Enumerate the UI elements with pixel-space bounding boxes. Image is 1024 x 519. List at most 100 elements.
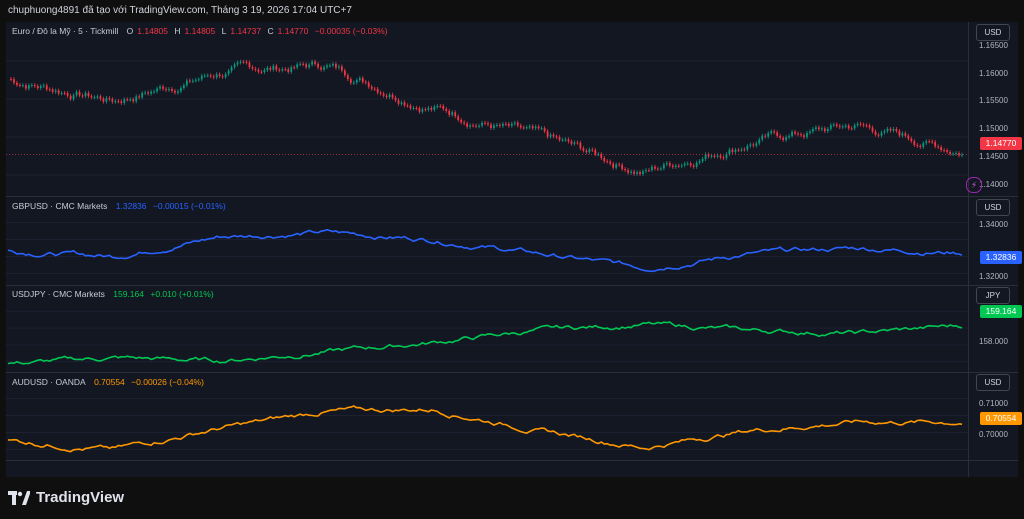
eurusd-candle	[504, 123, 507, 125]
time-axis-divider	[6, 460, 1018, 461]
audusd-tick: 0.70000	[979, 430, 1008, 439]
tradingview-logo[interactable]: TradingView	[8, 489, 124, 506]
eurusd-candle	[221, 76, 224, 78]
eurusd-candle	[826, 128, 829, 132]
eurusd-candle	[665, 163, 668, 165]
eurusd-candle	[922, 143, 925, 147]
eurusd-candle	[728, 149, 731, 155]
eurusd-candle	[394, 97, 397, 101]
eurusd-candle	[579, 142, 582, 149]
eurusd-candle	[212, 76, 215, 78]
eurusd-candle	[779, 135, 782, 138]
eurusd-candle	[525, 127, 528, 129]
attribution-bar: chuphuong4891 đã tạo với TradingView.com…	[0, 0, 1024, 22]
eurusd-candle	[460, 119, 463, 123]
eurusd-candle	[639, 172, 641, 175]
audusd-unit-button[interactable]: USD	[976, 374, 1010, 391]
eurusd-candle	[501, 123, 504, 126]
eurusd-candle	[308, 64, 311, 68]
eurusd-candle	[955, 153, 957, 155]
eurusd-candle	[800, 134, 802, 136]
eurusd-candle	[949, 151, 951, 154]
eurusd-candle	[794, 131, 796, 134]
tradingview-wordmark: TradingView	[36, 489, 125, 506]
eurusd-candle	[823, 128, 826, 132]
eurusd-unit-button[interactable]: USD	[976, 24, 1010, 41]
price-plot[interactable]	[6, 22, 968, 477]
gbpusd-tick: 1.34000	[979, 220, 1008, 229]
eurusd-candle	[627, 170, 629, 173]
eurusd-candle	[856, 123, 859, 126]
eurusd-candle	[135, 96, 138, 102]
eurusd-candle	[677, 165, 680, 167]
eurusd-candle	[317, 63, 319, 68]
eurusd-symbol: Euro / Đô la Mỹ · 5 · Tickmill	[12, 26, 119, 36]
eurusd-candle	[555, 136, 558, 138]
pane-divider[interactable]	[6, 285, 1018, 286]
eurusd-candle	[549, 134, 552, 137]
eurusd-candle	[725, 154, 728, 159]
eurusd-candle	[609, 161, 612, 164]
eurusd-candle	[612, 163, 615, 168]
eurusd-candle	[493, 125, 495, 129]
eurusd-candle	[421, 109, 424, 112]
eurusd-candle	[931, 141, 934, 143]
eurusd-candle	[543, 128, 546, 132]
eurusd-candle	[818, 127, 820, 130]
eurusd-candle	[16, 82, 18, 85]
eurusd-candle	[361, 78, 364, 82]
eurusd-candle	[597, 154, 600, 156]
eurusd-tick: 1.14500	[979, 152, 1008, 161]
eurusd-candle	[558, 137, 561, 140]
eurusd-legend[interactable]: Euro / Đô la Mỹ · 5 · Tickmill O 1.14805 …	[12, 26, 388, 36]
eurusd-candle	[329, 65, 331, 67]
eurusd-candle	[144, 92, 147, 94]
gbpusd-unit-button[interactable]: USD	[976, 199, 1010, 216]
eurusd-candle	[293, 67, 296, 69]
eurusd-candle	[907, 135, 910, 139]
eurusd-candle	[427, 107, 430, 110]
eurusd-candle	[490, 124, 492, 129]
eurusd-candle	[812, 128, 814, 132]
eurusd-candle	[272, 65, 275, 70]
eurusd-candle	[499, 124, 501, 126]
eurusd-candle	[880, 132, 883, 136]
eurusd-candle	[925, 141, 928, 144]
eurusd-candle	[382, 93, 385, 96]
eurusd-candle	[594, 149, 597, 155]
eurusd-candle	[481, 122, 483, 126]
pane-divider[interactable]	[6, 372, 1018, 373]
gbpusd-change: −0.00015 (−0.01%)	[152, 201, 226, 211]
lightning-icon[interactable]: ⚡	[966, 177, 982, 193]
eurusd-candle	[209, 75, 212, 77]
chart-area[interactable]: Euro / Đô la Mỹ · 5 · Tickmill O 1.14805 …	[6, 22, 1022, 494]
eurusd-candle	[239, 61, 242, 63]
eurusd-candle	[174, 90, 176, 93]
eurusd-candle	[81, 95, 84, 97]
eurusd-candle	[197, 79, 200, 81]
audusd-legend[interactable]: AUDUSD · OANDA 0.70554 −0.00026 (−0.04%)	[12, 377, 208, 387]
eurusd-candle	[448, 110, 451, 115]
eurusd-candle	[791, 131, 793, 136]
eurusd-candle	[314, 61, 316, 64]
eurusd-candle	[120, 101, 123, 103]
eurusd-candle	[84, 92, 87, 97]
eurusd-candle	[409, 105, 412, 109]
usdjpy-legend[interactable]: USDJPY · CMC Markets 159.164 +0.010 (+0.…	[12, 289, 218, 299]
pane-divider[interactable]	[6, 196, 1018, 197]
eurusd-candle	[534, 126, 537, 129]
eurusd-candle	[618, 164, 621, 166]
eurusd-candle	[132, 99, 135, 102]
usdjpy-unit-button[interactable]: JPY	[976, 287, 1010, 304]
price-scale[interactable]	[968, 22, 1019, 477]
eurusd-candle	[844, 125, 847, 127]
eurusd-candle	[263, 70, 266, 73]
eurusd-candle	[904, 133, 907, 136]
eurusd-candle	[69, 95, 72, 100]
eurusd-candle	[797, 133, 799, 135]
eurusd-candle	[343, 70, 346, 76]
eurusd-candle	[946, 150, 948, 152]
eurusd-candle	[734, 149, 737, 152]
eurusd-candle	[540, 128, 543, 130]
gbpusd-legend[interactable]: GBPUSD · CMC Markets 1.32836 −0.00015 (−…	[12, 201, 230, 211]
